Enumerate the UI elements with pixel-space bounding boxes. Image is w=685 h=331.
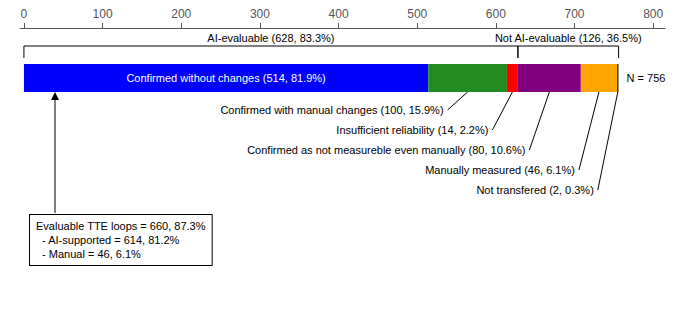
svg-text:Confirmed without changes (514: Confirmed without changes (514, 81.9%) — [126, 72, 325, 84]
svg-text:Evaluable TTE loops = 660, 87.: Evaluable TTE loops = 660, 87.3% — [36, 220, 206, 232]
svg-text:Confirmed as not measureble ev: Confirmed as not measureble even manuall… — [247, 144, 525, 156]
svg-text:0: 0 — [21, 7, 28, 21]
svg-text:800: 800 — [643, 7, 663, 21]
svg-text:Not transfered (2, 0.3%): Not transfered (2, 0.3%) — [476, 184, 593, 196]
svg-text:- AI-supported = 614, 81.2%: - AI-supported = 614, 81.2% — [36, 234, 180, 246]
svg-text:AI-evaluable (628, 83.3%): AI-evaluable (628, 83.3%) — [207, 32, 334, 44]
svg-text:100: 100 — [93, 7, 113, 21]
svg-text:500: 500 — [407, 7, 427, 21]
svg-text:Insufficient reliability (14,: Insufficient reliability (14, 2.2%) — [336, 124, 488, 136]
svg-text:Not AI-evaluable (126, 36.5%): Not AI-evaluable (126, 36.5%) — [495, 32, 642, 44]
svg-text:- Manual = 46, 6.1%: - Manual = 46, 6.1% — [36, 248, 141, 260]
svg-text:N = 756: N = 756 — [627, 72, 666, 84]
svg-text:400: 400 — [329, 7, 349, 21]
svg-text:700: 700 — [565, 7, 585, 21]
svg-text:300: 300 — [250, 7, 270, 21]
svg-text:600: 600 — [486, 7, 506, 21]
svg-text:Manually measured (46, 6.1%): Manually measured (46, 6.1%) — [425, 164, 575, 176]
svg-text:200: 200 — [171, 7, 191, 21]
svg-text:Confirmed with manual changes: Confirmed with manual changes (100, 15.9… — [220, 104, 443, 116]
